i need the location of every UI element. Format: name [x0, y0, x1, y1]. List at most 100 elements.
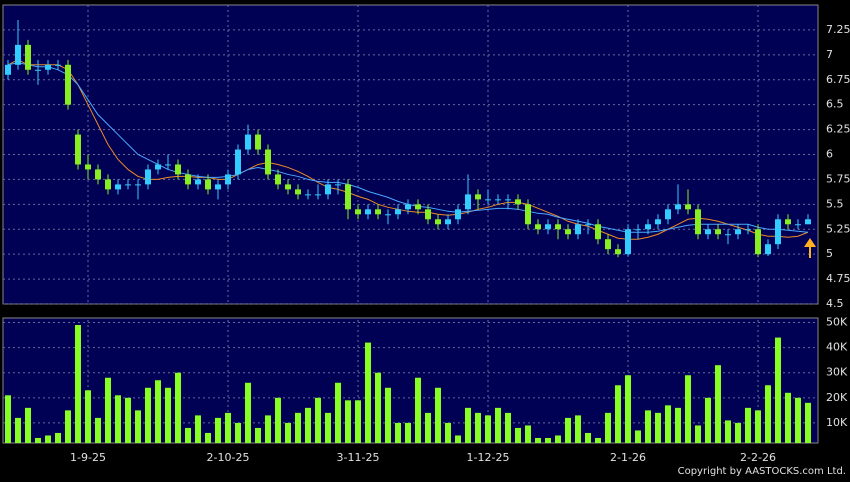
candle-body	[635, 229, 641, 231]
candle-body	[805, 219, 811, 225]
y-tick-label: 50K	[826, 316, 848, 329]
price-panel	[2, 4, 819, 305]
volume-bar	[535, 437, 541, 443]
arrow-icon	[804, 238, 816, 258]
volume-bar	[765, 385, 771, 443]
candle-body	[155, 164, 161, 170]
volume-bar	[345, 400, 351, 443]
volume-bar	[75, 325, 81, 443]
candle-body	[495, 199, 501, 201]
volume-bar	[295, 412, 301, 443]
y-tick-label: 30K	[826, 366, 848, 379]
candle-body	[335, 184, 341, 186]
volume-bar	[165, 387, 171, 443]
candle-body	[95, 169, 101, 180]
volume-bar	[575, 415, 581, 443]
candle-body	[795, 224, 801, 226]
volume-bar	[495, 407, 501, 443]
y-tick-label: 4.75	[826, 272, 850, 285]
volume-bar	[605, 412, 611, 443]
volume-bar	[5, 395, 11, 443]
volume-bar	[205, 432, 211, 443]
candle-body	[615, 249, 621, 255]
plot-layer: 4.5 4.75 5 5.25 5.5 5.75 6 6.25 6.5 6.75 7 7.25 10K 2…	[3, 5, 850, 464]
volume-bar	[65, 410, 71, 443]
y-tick-label: 5	[826, 247, 833, 260]
volume-bar	[275, 397, 281, 443]
volume-bar	[225, 412, 231, 443]
volume-bar	[245, 382, 251, 443]
candle-body	[115, 184, 121, 190]
candle-body	[25, 44, 31, 70]
volume-bar	[445, 422, 451, 443]
volume-bar	[615, 385, 621, 443]
x-tick-label: 1-12-25	[467, 451, 510, 464]
candle-body	[305, 194, 311, 196]
volume-bar	[565, 417, 571, 443]
y-tick-label: 5.75	[826, 172, 850, 185]
candle-body	[625, 229, 631, 255]
candle-body	[685, 204, 691, 210]
volume-bar	[305, 407, 311, 443]
volume-bar	[475, 412, 481, 443]
candle-body	[565, 229, 571, 235]
y-tick-label: 6.25	[826, 123, 850, 136]
volume-bar	[465, 407, 471, 443]
volume-bar	[105, 377, 111, 443]
candle-body	[295, 189, 301, 195]
volume-bar	[485, 415, 491, 443]
candle-body	[255, 134, 261, 150]
candle-body	[75, 134, 81, 165]
volume-bar	[255, 427, 261, 443]
volume-bar	[175, 372, 181, 443]
volume-bar	[365, 342, 371, 443]
candle-body	[455, 209, 461, 220]
volume-bar	[555, 435, 561, 443]
volume-bar	[285, 422, 291, 443]
candle-body	[85, 164, 91, 170]
volume-bar	[745, 407, 751, 443]
y-tick-label: 4.5	[826, 297, 844, 310]
y-tick-label: 5.5	[826, 197, 844, 210]
volume-bar	[715, 365, 721, 443]
candle-body	[375, 209, 381, 215]
volume-bar	[425, 412, 431, 443]
volume-bar	[385, 387, 391, 443]
volume-bar	[455, 435, 461, 443]
volume-bar	[45, 435, 51, 443]
volume-bar	[95, 417, 101, 443]
candle-body	[735, 229, 741, 235]
candle-body	[605, 239, 611, 250]
candle-body	[485, 199, 491, 201]
volume-bar	[375, 372, 381, 443]
volume-bar	[185, 427, 191, 443]
x-tick-label: 2-1-26	[610, 451, 646, 464]
y-tick-label: 6	[826, 148, 833, 161]
candle-body	[245, 134, 251, 150]
candle-body	[595, 224, 601, 240]
volume-bar	[315, 397, 321, 443]
volume-bar	[55, 432, 61, 443]
candle-body	[105, 179, 111, 190]
candle-body	[145, 169, 151, 185]
volume-bar	[195, 415, 201, 443]
candle-body	[55, 64, 61, 66]
candle-body	[355, 209, 361, 215]
candle-body	[315, 194, 321, 196]
candle-body	[425, 209, 431, 220]
candle-body	[325, 184, 331, 195]
x-tick-label: 3-11-25	[337, 451, 380, 464]
volume-bar	[125, 397, 131, 443]
volume-bar	[435, 387, 441, 443]
candle-body	[745, 229, 751, 231]
candle-body	[775, 219, 781, 245]
candle-body	[555, 224, 561, 230]
candle-body	[35, 69, 41, 71]
y-tick-label: 40K	[826, 341, 848, 354]
candle-body	[515, 199, 521, 205]
volume-bar	[395, 422, 401, 443]
candle-body	[665, 209, 671, 220]
candle-body	[435, 219, 441, 225]
volume-bar	[265, 415, 271, 443]
